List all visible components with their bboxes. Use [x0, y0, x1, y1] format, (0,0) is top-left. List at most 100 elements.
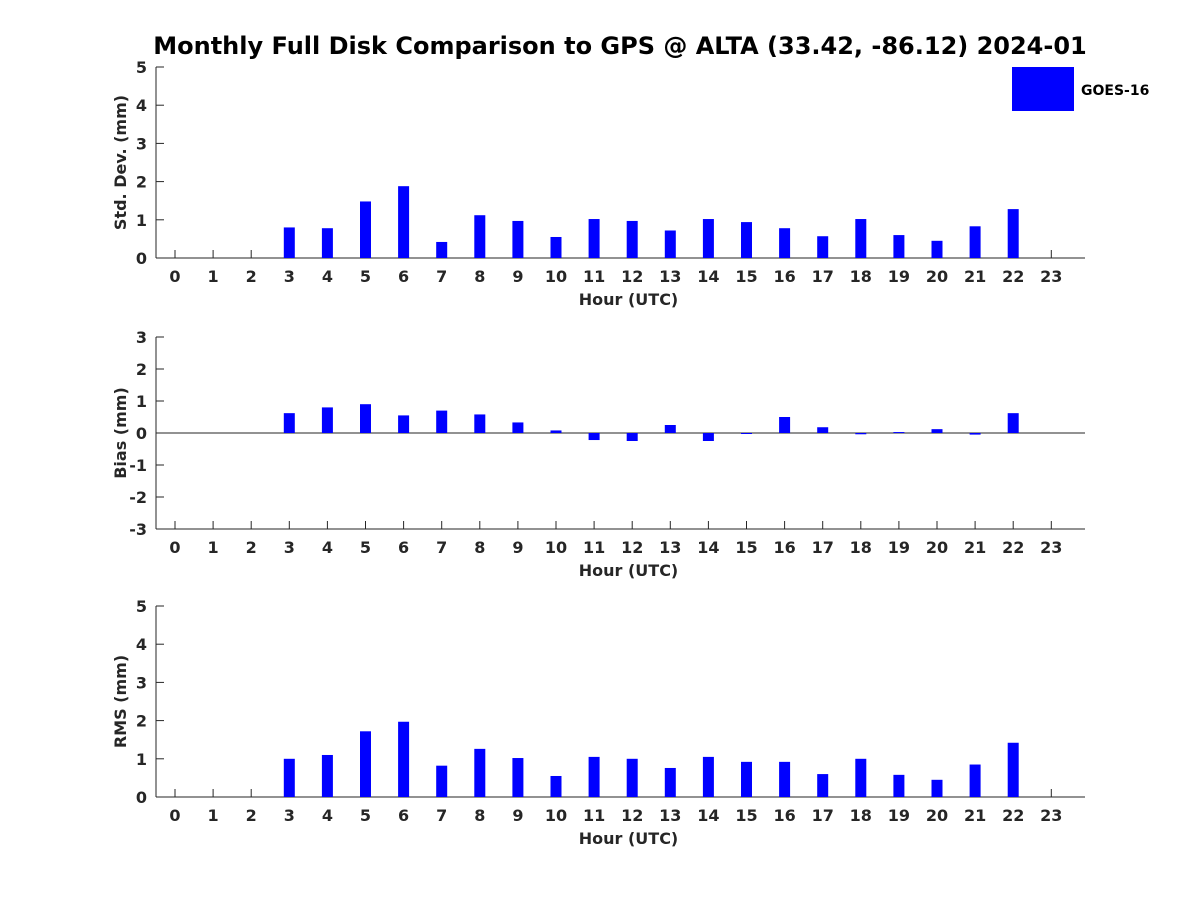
x-tick-label: 12	[621, 267, 643, 286]
x-tick-label: 17	[812, 538, 834, 557]
bar-bias-hour-16	[779, 417, 791, 433]
bar-bias-hour-15	[741, 433, 752, 434]
bar-std-dev-hour-10	[550, 236, 562, 258]
x-tick-label: 18	[850, 267, 872, 286]
bar-std-dev-hour-21	[969, 226, 981, 258]
x-tick-label: 13	[659, 806, 681, 825]
x-tick-label: 15	[735, 806, 757, 825]
x-tick-label: 16	[773, 806, 795, 825]
bar-bias-hour-6	[398, 415, 410, 433]
x-tick-label: 10	[545, 267, 567, 286]
bar-rms-hour-15	[741, 761, 752, 797]
bar-rms-hour-3	[283, 758, 295, 797]
x-tick-label: 16	[773, 267, 795, 286]
bar-bias-hour-7	[436, 410, 448, 433]
bar-std-dev-hour-11	[588, 219, 600, 258]
y-tick-label: 5	[136, 58, 147, 77]
bar-std-dev-hour-3	[283, 227, 295, 258]
bar-rms-hour-13	[664, 767, 676, 797]
x-tick-label: 1	[208, 267, 219, 286]
x-tick-label: 15	[735, 538, 757, 557]
bar-std-dev-hour-20	[931, 240, 943, 258]
bar-rms-hour-4	[321, 754, 333, 797]
bar-bias-hour-13	[664, 425, 676, 433]
bar-bias-hour-17	[817, 427, 829, 433]
bar-bias-hour-10	[550, 430, 562, 433]
x-tick-label: 13	[659, 538, 681, 557]
x-tick-label: 11	[583, 806, 605, 825]
x-tick-label: 21	[964, 267, 986, 286]
x-tick-label: 9	[512, 267, 523, 286]
bar-rms-hour-21	[969, 764, 981, 797]
x-tick-label: 14	[697, 806, 719, 825]
bar-bias-hour-14	[702, 433, 714, 441]
x-axis-label: Hour (UTC)	[579, 290, 679, 309]
x-tick-label: 15	[735, 267, 757, 286]
y-tick-label: 2	[136, 360, 147, 379]
y-tick-label: 2	[136, 173, 147, 192]
bar-bias-hour-5	[360, 404, 371, 433]
bar-bias-hour-19	[893, 432, 905, 434]
bar-bias-hour-20	[931, 429, 943, 433]
bar-std-dev-hour-6	[398, 186, 410, 258]
bar-bias-hour-9	[512, 422, 524, 433]
bar-rms-hour-20	[931, 779, 943, 797]
x-axis-label: Hour (UTC)	[579, 561, 679, 580]
y-tick-label: 5	[136, 597, 147, 616]
bar-std-dev-hour-18	[855, 219, 867, 258]
bar-rms-hour-6	[398, 721, 410, 797]
x-tick-label: 22	[1002, 267, 1024, 286]
y-tick-label: 3	[136, 134, 147, 153]
x-tick-label: 3	[284, 806, 295, 825]
figure-title: Monthly Full Disk Comparison to GPS @ AL…	[153, 32, 1087, 60]
x-tick-label: 2	[246, 538, 257, 557]
x-tick-label: 9	[512, 806, 523, 825]
legend-swatch-goes-16	[1012, 67, 1074, 111]
x-tick-label: 14	[697, 267, 719, 286]
x-tick-label: 6	[398, 267, 409, 286]
x-tick-label: 18	[850, 806, 872, 825]
x-tick-label: 0	[169, 806, 180, 825]
bar-rms-hour-16	[779, 761, 791, 797]
y-tick-label: -1	[129, 456, 147, 475]
x-tick-label: 6	[398, 806, 409, 825]
bar-rms-hour-19	[893, 774, 905, 797]
x-tick-label: 5	[360, 806, 371, 825]
bar-rms-hour-12	[626, 758, 638, 797]
bar-std-dev-hour-15	[741, 222, 752, 258]
y-tick-label: -3	[129, 520, 147, 539]
bar-std-dev-hour-4	[321, 228, 333, 258]
x-tick-label: 7	[436, 538, 447, 557]
x-tick-label: 2	[246, 806, 257, 825]
x-tick-label: 5	[360, 538, 371, 557]
x-tick-label: 16	[773, 538, 795, 557]
x-tick-label: 4	[322, 806, 333, 825]
legend-label-goes-16: GOES-16	[1081, 83, 1149, 99]
x-tick-label: 12	[621, 538, 643, 557]
x-tick-label: 18	[850, 538, 872, 557]
y-axis-label: Bias (mm)	[111, 387, 130, 479]
bar-bias-hour-3	[283, 413, 295, 433]
x-tick-label: 22	[1002, 806, 1024, 825]
x-tick-label: 7	[436, 806, 447, 825]
x-tick-label: 8	[474, 806, 485, 825]
bar-std-dev-hour-13	[664, 230, 676, 258]
x-tick-label: 21	[964, 806, 986, 825]
x-tick-label: 1	[208, 806, 219, 825]
bar-rms-hour-8	[474, 748, 486, 797]
bar-std-dev-hour-19	[893, 235, 905, 258]
x-tick-label: 14	[697, 538, 719, 557]
x-tick-label: 2	[246, 267, 257, 286]
x-tick-label: 3	[284, 538, 295, 557]
x-tick-label: 19	[888, 538, 910, 557]
bar-rms-hour-5	[360, 731, 371, 797]
x-tick-label: 21	[964, 538, 986, 557]
bar-rms-hour-14	[702, 756, 714, 797]
bar-bias-hour-11	[588, 433, 600, 441]
x-tick-label: 4	[322, 538, 333, 557]
bar-bias-hour-4	[321, 407, 333, 433]
x-tick-label: 6	[398, 538, 409, 557]
